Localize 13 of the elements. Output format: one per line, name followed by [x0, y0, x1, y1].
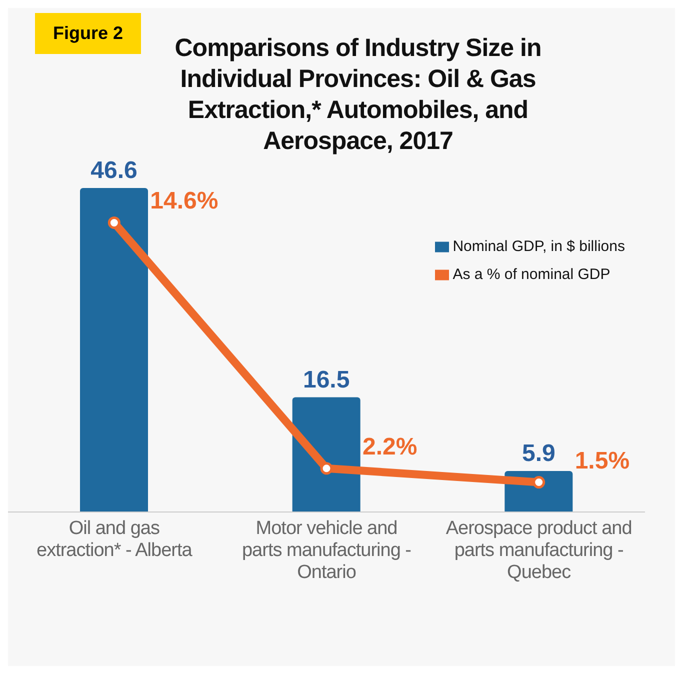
legend-label: As a % of nominal GDP — [452, 266, 610, 283]
x-tick-label: Oil and gas extraction* - Alberta — [36, 518, 193, 561]
data-label: 1.5% — [574, 447, 630, 474]
chart-title: Comparisons of Industry Size in Individual Provinces: Oil & Gas Extraction,* Automobiles, and Aerospace, 2017 — [174, 33, 542, 157]
caption: Figure 2 — [35, 13, 142, 54]
x-tick-label: Motor vehicle and parts manufacturing - Ontario — [242, 518, 412, 583]
data-label: 5.9 — [522, 440, 556, 467]
legend-label: Nominal GDP, in $ billions — [452, 238, 625, 255]
data-label: 2.2% — [362, 433, 418, 460]
data-label: 14.6% — [150, 188, 218, 215]
data-label: 46.6 — [90, 157, 138, 184]
data-label: 16.5 — [302, 366, 350, 394]
x-tick-label: Aerospace product and parts manufacturing - Quebec — [446, 518, 632, 583]
